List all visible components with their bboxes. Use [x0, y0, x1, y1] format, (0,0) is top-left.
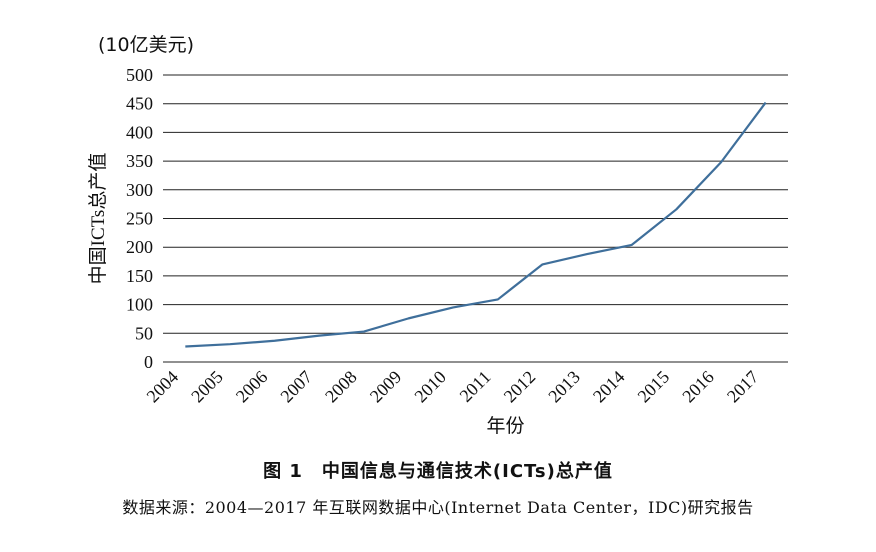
x-tick-label: 2007 [276, 367, 316, 407]
data-source-note: 数据来源：2004—2017 年互联网数据中心(Internet Data Ce… [122, 498, 754, 517]
x-tick-label: 2005 [187, 367, 227, 407]
x-axis-title: 年份 [486, 415, 524, 437]
x-tick-label: 2006 [232, 367, 272, 407]
y-tick-label: 350 [126, 151, 153, 171]
x-tick-label: 2009 [366, 367, 406, 407]
y-axis-title: 中国ICTs总产值 [87, 153, 109, 285]
x-tick-label: 2015 [634, 367, 674, 407]
y-tick-label: 50 [135, 323, 153, 343]
y-tick-label: 0 [144, 352, 153, 372]
y-tick-label: 450 [126, 94, 153, 114]
x-tick-label: 2013 [544, 367, 584, 407]
x-tick-label: 2017 [723, 367, 763, 407]
y-unit-label: (10亿美元) [98, 34, 195, 56]
y-tick-label: 250 [126, 209, 153, 229]
x-tick-label: 2011 [456, 367, 495, 406]
x-tick-label: 2010 [410, 367, 450, 407]
y-tick-label: 100 [126, 295, 153, 315]
figure-caption: 图 1 中国信息与通信技术(ICTs)总产值 [263, 461, 613, 482]
x-tick-label: 2014 [589, 367, 629, 407]
y-tick-label: 500 [126, 65, 153, 85]
x-tick-label: 2012 [500, 367, 540, 407]
x-tick-label: 2008 [321, 367, 361, 407]
x-tick-label: 2016 [678, 367, 718, 407]
x-tick-label: 2004 [143, 367, 183, 407]
y-tick-label: 400 [126, 122, 153, 142]
series-line [185, 101, 767, 348]
y-tick-label: 200 [126, 237, 153, 257]
y-tick-label: 300 [126, 180, 153, 200]
y-tick-label: 150 [126, 266, 153, 286]
